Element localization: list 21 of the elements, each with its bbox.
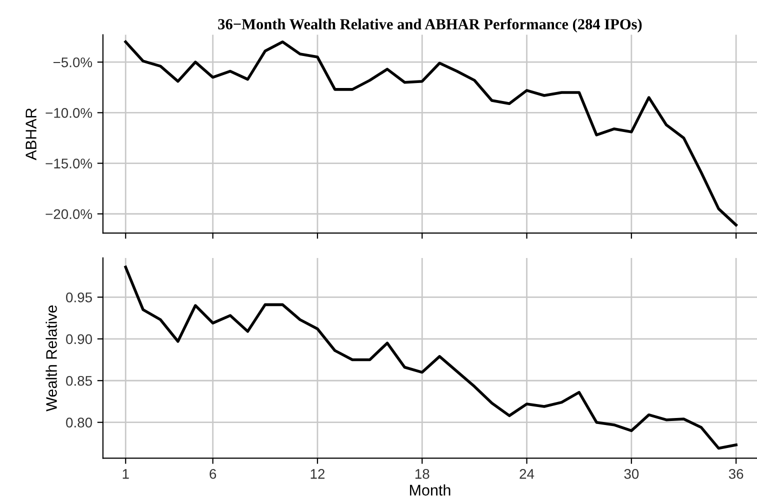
x-tick-label: 6 xyxy=(210,469,216,479)
x-tick-label: 18 xyxy=(415,469,430,479)
y-tick-label: 0.85 xyxy=(66,376,92,386)
y-tick-label: −10.0% xyxy=(46,108,92,118)
chart-title: 36−Month Wealth Relative and ABHAR Performance (284 IPOs) xyxy=(218,18,642,32)
line-series xyxy=(124,266,738,450)
line-series xyxy=(124,40,738,226)
y-tick-label: 0.80 xyxy=(66,418,92,428)
x-tick-label: 30 xyxy=(624,469,639,479)
y-tick-label: −20.0% xyxy=(46,209,92,220)
x-tick-label: 36 xyxy=(728,469,744,479)
x-tick-label: 1 xyxy=(122,469,129,479)
y-axis-title: ABHAR xyxy=(26,108,36,160)
x-tick-label: 12 xyxy=(310,469,325,479)
x-tick-label: 24 xyxy=(520,469,534,479)
y-axis-title: Wealth Relative xyxy=(46,305,57,412)
y-tick-label: −15.0% xyxy=(46,158,92,168)
y-tick-label: 0.95 xyxy=(66,292,92,302)
x-axis-title: Month xyxy=(410,484,450,496)
y-tick-label: −5.0% xyxy=(53,57,92,68)
y-tick-label: 0.90 xyxy=(66,334,92,344)
